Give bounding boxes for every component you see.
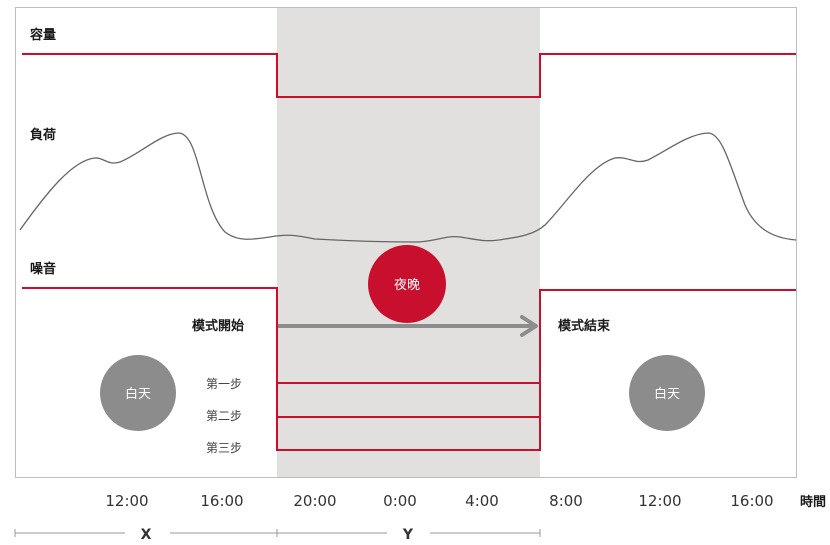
capacity-label: 容量: [29, 27, 56, 43]
day-circle-right: [629, 355, 705, 431]
mode-start-label: 模式開始: [192, 318, 244, 334]
load-label: 負荷: [30, 127, 56, 143]
time-tick: 8:00: [549, 492, 583, 510]
step2-label: 第二步: [206, 409, 242, 423]
time-tick: 12:00: [638, 492, 681, 510]
day-label-left: 白天: [125, 386, 151, 402]
time-tick: 16:00: [200, 492, 243, 510]
night-circle: [368, 245, 446, 323]
segment-y-label: Y: [402, 527, 414, 543]
day-circle-left: [100, 355, 176, 431]
step3-label: 第三步: [206, 441, 242, 455]
mode-end-label: 模式結束: [558, 318, 611, 334]
night-label: 夜晚: [394, 278, 420, 293]
time-tick: 12:00: [105, 492, 148, 510]
load-curve: [19, 132, 797, 243]
step1-label: 第一步: [206, 377, 242, 391]
capacity-line: [22, 53, 796, 98]
time-tick: 4:00: [465, 492, 499, 510]
noise-line: [22, 287, 796, 451]
segment-bracket: [14, 529, 541, 537]
time-axis-label: 時間: [800, 494, 826, 510]
day-label-right: 白天: [654, 386, 680, 402]
mode-arrow-head: [520, 315, 538, 337]
time-tick: 16:00: [730, 492, 773, 510]
segment-x-label: X: [141, 527, 152, 543]
time-tick: 0:00: [383, 492, 417, 510]
noise-label: 噪音: [30, 261, 56, 277]
time-tick: 20:00: [293, 492, 336, 510]
